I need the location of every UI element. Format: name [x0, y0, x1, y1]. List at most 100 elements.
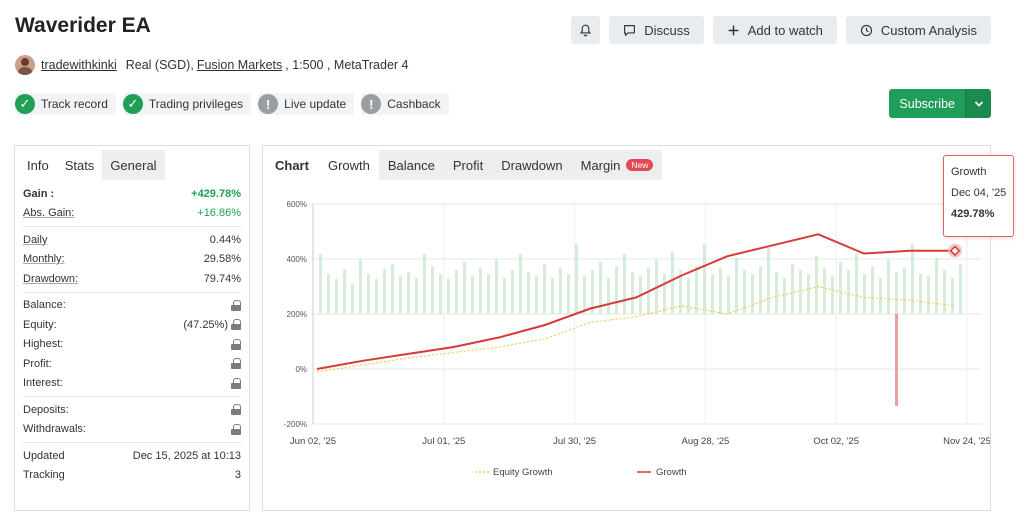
lock-icon — [231, 423, 241, 435]
activity-bar — [767, 248, 770, 314]
stats-list: Gain : +429.78% Abs. Gain: +16.86% Daily 0.… — [15, 180, 249, 485]
subscribe-button[interactable]: Subscribe — [889, 89, 965, 118]
clock-icon — [860, 24, 873, 36]
tab-profit[interactable]: Profit — [443, 150, 493, 180]
custom-analysis-label: Custom Analysis — [880, 22, 977, 38]
exclamation-icon: ! — [258, 94, 279, 114]
daily-label[interactable]: Daily — [23, 233, 48, 246]
avatar[interactable] — [15, 55, 35, 75]
tab-margin[interactable]: Margin New — [571, 150, 663, 180]
gain-label: Gain : — [23, 187, 55, 200]
tab-balance[interactable]: Balance — [378, 150, 444, 180]
activity-bar — [583, 276, 586, 314]
activity-bar — [863, 274, 866, 314]
deposits-label: Deposits: — [23, 403, 69, 416]
activity-bar — [823, 268, 826, 314]
tooltip-value: 429.78% — [951, 208, 995, 220]
activity-bar — [855, 254, 858, 314]
tab-margin-label: Margin — [580, 157, 621, 173]
account-meta: tradewithkinki Real (SGD), Fusion Market… — [15, 55, 411, 75]
add-to-watch-button[interactable]: Add to watch — [712, 16, 837, 44]
badge-live-update[interactable]: ! Live update — [258, 93, 355, 115]
legend-equity-label: Equity Growth — [493, 467, 553, 478]
account-details: , 1:500 , MetaTrader 4 — [285, 58, 409, 72]
subscribe-group: Subscribe — [889, 89, 991, 118]
activity-bar — [367, 274, 370, 314]
lock-icon — [231, 404, 241, 416]
activity-bar — [935, 258, 938, 314]
activity-bar — [335, 279, 338, 314]
y-tick-label: -200% — [284, 420, 307, 429]
abs-gain-label[interactable]: Abs. Gain: — [23, 207, 75, 220]
badge-list: ✓ Track record ✓ Trading privileges ! Li… — [15, 93, 449, 115]
check-icon: ✓ — [15, 94, 35, 114]
comment-icon — [624, 24, 636, 36]
activity-bar — [359, 259, 362, 314]
stats-tabs: Info Stats General — [15, 146, 249, 180]
activity-bar — [783, 278, 786, 314]
chevron-down-icon — [974, 100, 983, 107]
subscribe-dropdown[interactable] — [965, 89, 991, 118]
lock-icon — [231, 377, 241, 389]
updated-value: Dec 15, 2025 at 10:13 — [132, 449, 241, 462]
exclamation-icon: ! — [361, 94, 382, 114]
x-tick-label: Jul 30, '25 — [553, 436, 596, 447]
new-badge: New — [626, 159, 654, 171]
equity-value: (47.25%) — [183, 318, 228, 331]
activity-bar — [879, 278, 882, 314]
badge-trading-privileges[interactable]: ✓ Trading privileges — [122, 93, 252, 115]
balance-label: Balance: — [23, 299, 66, 312]
activity-bar — [463, 262, 466, 314]
activity-bar — [839, 262, 842, 314]
activity-bar — [447, 279, 450, 314]
check-icon: ✓ — [122, 94, 143, 114]
monthly-label[interactable]: Monthly: — [23, 253, 65, 266]
y-tick-label: 400% — [287, 255, 307, 264]
activity-bar — [631, 272, 634, 314]
badge-cashback[interactable]: ! Cashback — [361, 93, 449, 115]
activity-bar — [559, 268, 562, 314]
activity-bar — [871, 266, 874, 314]
activity-bar — [327, 274, 330, 314]
x-tick-label: Nov 24, '25 — [943, 436, 990, 447]
activity-bar — [535, 276, 538, 314]
interest-label: Interest: — [23, 377, 63, 390]
tab-general[interactable]: General — [102, 150, 165, 180]
badge-label: Cashback — [387, 97, 441, 111]
activity-bar — [487, 274, 490, 314]
badge-label: Live update — [284, 97, 347, 111]
tab-stats[interactable]: Stats — [56, 150, 103, 180]
activity-bar — [791, 264, 794, 314]
activity-bar — [959, 264, 962, 314]
lock-icon — [231, 338, 241, 350]
tab-info[interactable]: Info — [15, 150, 57, 180]
custom-analysis-button[interactable]: Custom Analysis — [845, 16, 991, 44]
updated-label: Updated — [23, 449, 65, 462]
abs-gain-value: +16.86% — [197, 207, 241, 220]
activity-bar — [607, 278, 610, 314]
activity-bar — [887, 260, 890, 314]
notification-button[interactable] — [571, 16, 601, 44]
profit-label: Profit: — [23, 357, 52, 370]
broker-link[interactable]: Fusion Markets — [196, 58, 283, 72]
growth-chart[interactable]: 600% 400% 200% 0% -200% Jun 02, '25 Jul 01, '2… — [263, 180, 990, 510]
tab-growth[interactable]: Growth — [318, 150, 379, 180]
user-link[interactable]: tradewithkinki — [41, 58, 117, 72]
activity-bar — [807, 274, 810, 314]
activity-bar — [847, 270, 850, 314]
activity-bar — [943, 270, 946, 314]
daily-value: 0.44% — [209, 233, 241, 246]
drawdown-label[interactable]: Drawdown: — [23, 272, 79, 285]
badge-label: Track record — [41, 97, 108, 111]
badge-track-record[interactable]: ✓ Track record — [15, 93, 116, 115]
activity-bar — [751, 274, 754, 314]
tab-drawdown[interactable]: Drawdown — [492, 150, 572, 180]
activity-bar — [519, 254, 522, 314]
equity-line — [316, 285, 956, 373]
highest-label: Highest: — [23, 338, 64, 351]
discuss-button[interactable]: Discuss — [609, 16, 704, 44]
chart-panel: Chart Growth Balance Profit Drawdown Mar… — [262, 145, 991, 511]
y-tick-label: 0% — [295, 365, 307, 374]
activity-bar — [407, 272, 410, 314]
activity-bar — [815, 256, 818, 314]
